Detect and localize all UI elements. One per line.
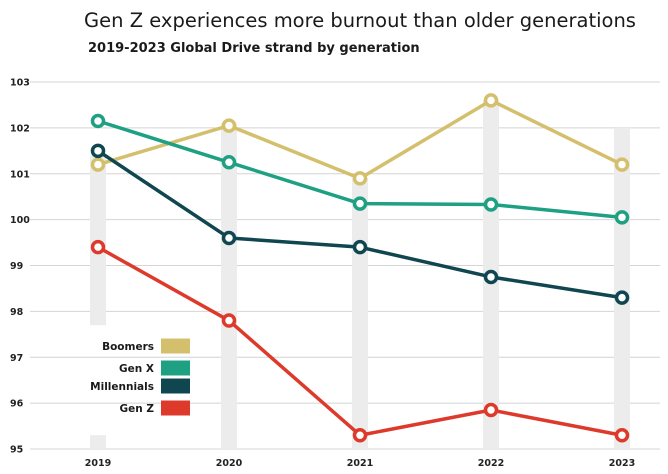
legend: Boomers Gen X Millennials Gen Z [90,338,190,416]
y-tick-label: 96 [10,399,24,410]
data-point-boomers [221,118,237,133]
y-tick-label: 98 [10,307,24,318]
data-point-gen-x [90,113,106,129]
data-point-boomers [90,157,106,172]
x-tick-label: 2020 [216,458,243,469]
x-axis-ticks: 2019 2020 2021 2022 2023 [85,458,635,469]
data-point-boomers [352,171,368,186]
legend-label-gen-z: Gen Z [120,403,155,415]
y-tick-label: 97 [10,353,23,364]
x-tick-label: 2021 [347,458,373,469]
data-point-millennials [483,269,499,285]
legend-label-gen-x: Gen X [119,363,154,375]
range-bar [614,127,630,449]
legend-label-millennials: Millennials [90,381,154,393]
data-point-gen-z [614,427,630,443]
y-axis-ticks: 95 96 97 98 99 100 101 102 103 [10,78,30,456]
range-bar [221,123,237,449]
data-point-gen-x [614,210,630,225]
data-point-millennials [90,143,106,159]
legend-label-boomers: Boomers [102,341,154,353]
data-point-boomers [614,157,630,172]
data-point-gen-x [221,155,237,170]
y-tick-label: 103 [10,78,30,89]
x-tick-label: 2023 [609,458,635,469]
range-bars [90,100,630,449]
data-point-gen-z [483,402,499,418]
chart-subtitle: 2019-2023 Global Drive strand by generat… [88,41,420,56]
data-point-millennials [221,230,237,246]
chart-title: Gen Z experiences more burnout than olde… [84,9,636,32]
range-bar [90,435,106,449]
series-points [90,93,630,443]
y-tick-label: 101 [10,169,30,180]
data-point-gen-z [90,239,106,255]
data-point-gen-x [352,196,368,211]
data-point-boomers [483,93,499,108]
x-tick-label: 2022 [478,458,504,469]
y-tick-label: 102 [10,123,30,134]
data-point-gen-z [352,427,368,443]
y-tick-label: 100 [10,215,30,226]
data-point-millennials [614,290,630,305]
data-point-gen-z [221,313,237,328]
series-line-boomers [96,98,624,181]
x-tick-label: 2019 [85,458,111,469]
legend-swatch-millennials [161,378,190,394]
y-tick-label: 95 [10,445,23,456]
legend-swatch-gen-z [161,400,190,416]
legend-swatch-gen-x [161,360,190,376]
data-point-millennials [352,239,368,255]
range-bar [352,178,368,449]
data-point-gen-x [483,197,499,212]
legend-swatch-boomers [161,338,190,354]
y-tick-label: 99 [10,261,23,272]
